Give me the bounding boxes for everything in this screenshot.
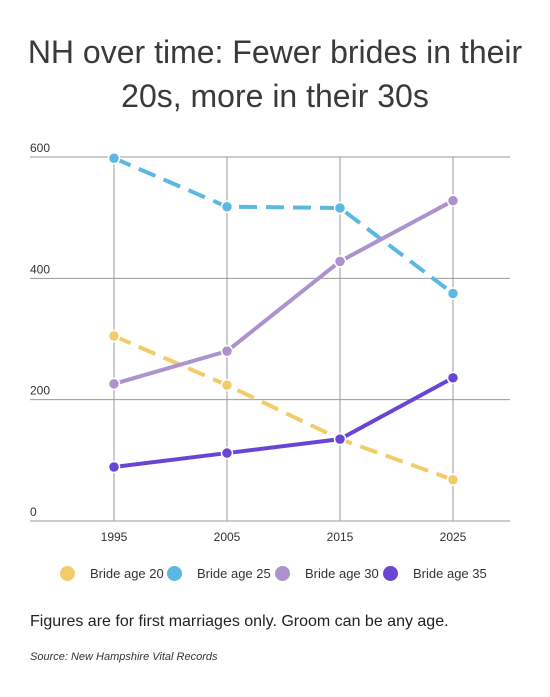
data-point[interactable] [107, 377, 121, 391]
legend-label: Bride age 30 [305, 565, 379, 581]
data-point[interactable] [446, 194, 460, 207]
y-tick-label: 0 [30, 505, 37, 519]
data-point[interactable] [220, 200, 234, 213]
legend-item[interactable]: Bride age 35 [383, 563, 487, 583]
x-tick-label: 2005 [214, 530, 241, 544]
legend-item[interactable]: Bride age 30 [275, 563, 379, 583]
data-point[interactable] [446, 287, 460, 300]
grid [30, 156, 510, 522]
legend-label: Bride age 25 [197, 565, 271, 581]
series-group [107, 151, 460, 486]
x-tick-label: 2025 [440, 530, 467, 544]
chart-title: NH over time: Fewer brides in their 20s,… [27, 34, 523, 114]
y-tick-label: 400 [30, 262, 50, 276]
data-point[interactable] [333, 432, 347, 446]
data-point[interactable] [220, 446, 234, 460]
data-point[interactable] [446, 371, 460, 385]
y-tick-label: 200 [30, 384, 50, 398]
series-line-3 [113, 376, 454, 469]
y-tick-label: 600 [30, 141, 50, 155]
data-point[interactable] [107, 460, 121, 474]
data-point[interactable] [220, 378, 234, 392]
legend: Bride age 20 Bride age 25 Bride age 30 Brid… [60, 563, 530, 583]
x-axis-ticks: 1995 2005 2015 2025 [101, 530, 467, 544]
data-point[interactable] [333, 201, 347, 215]
y-axis-ticks: 0 200 400 600 [30, 141, 50, 519]
source-note: Source: New Hampshire Vital Records [30, 651, 218, 663]
x-tick-label: 2015 [327, 530, 354, 544]
footnote: Figures are for first marriages only. Gr… [30, 613, 449, 630]
series-line-0 [113, 334, 454, 482]
legend-item[interactable]: Bride age 20 [60, 563, 164, 583]
x-tick-label: 1995 [101, 530, 128, 544]
data-point[interactable] [333, 255, 347, 268]
data-point[interactable] [220, 344, 234, 358]
legend-swatch [275, 565, 290, 581]
legend-label: Bride age 20 [90, 565, 164, 581]
data-point[interactable] [446, 473, 460, 486]
legend-swatch [167, 565, 182, 581]
series-line-2 [113, 198, 454, 386]
legend-swatch [60, 565, 75, 581]
legend-item[interactable]: Bride age 25 [167, 563, 271, 583]
data-point[interactable] [107, 329, 121, 343]
line-chart: 0 200 400 600 1995 2005 2015 2025 [30, 141, 510, 544]
data-point[interactable] [107, 151, 121, 165]
series-line-1 [113, 156, 455, 296]
legend-swatch [383, 565, 398, 581]
legend-label: Bride age 35 [413, 565, 487, 581]
